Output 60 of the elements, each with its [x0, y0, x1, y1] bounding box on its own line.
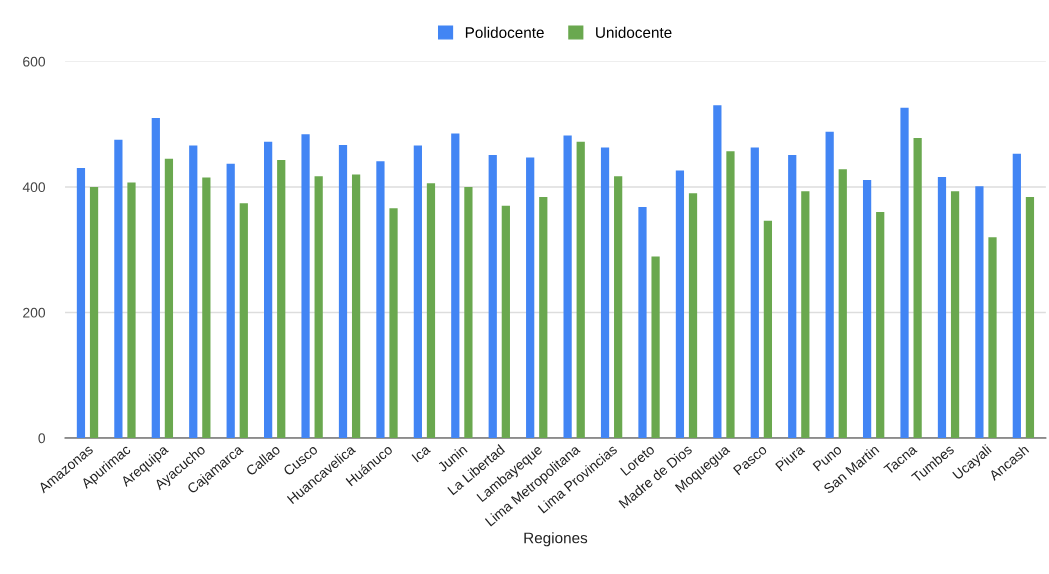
- bar: [638, 207, 647, 438]
- bar: [937, 176, 947, 438]
- bar: [651, 256, 660, 438]
- bar: [862, 180, 872, 438]
- bar: [726, 151, 735, 438]
- bar: [189, 145, 198, 438]
- bar: [750, 147, 759, 438]
- bar: [526, 157, 535, 438]
- bar: [988, 237, 997, 438]
- bar: [501, 205, 510, 438]
- y-tick-label: 400: [22, 182, 46, 193]
- bar: [913, 137, 922, 438]
- bar: [539, 196, 548, 438]
- bar: [114, 139, 123, 438]
- bar: [563, 135, 572, 438]
- bar: [76, 168, 86, 438]
- y-tick-label: 600: [23, 56, 46, 67]
- bar: [1012, 153, 1021, 438]
- bar: [838, 169, 847, 438]
- bar: [389, 208, 398, 438]
- bar: [127, 182, 136, 438]
- bar: [900, 107, 909, 438]
- y-tick-label: 200: [23, 307, 46, 318]
- bar: [825, 131, 834, 438]
- bar: [413, 145, 422, 438]
- bar: [351, 174, 361, 438]
- bar: [226, 163, 235, 438]
- bar: [264, 141, 273, 438]
- bar: [151, 117, 160, 438]
- bar: [614, 176, 623, 438]
- bar: [1025, 196, 1035, 438]
- bar: [314, 176, 323, 438]
- bar: [426, 183, 436, 438]
- bar: [89, 186, 99, 438]
- x-axis-title: Regiones: [524, 532, 588, 547]
- bar: [464, 186, 473, 438]
- legend-label: Polidocente: [465, 26, 544, 38]
- legend-label: Unidocente: [596, 26, 672, 38]
- bar: [975, 186, 984, 438]
- bar: [301, 134, 310, 438]
- bar: [451, 133, 460, 438]
- bar: [713, 105, 722, 438]
- bar: [277, 159, 286, 438]
- bar: [600, 147, 610, 438]
- bar: [788, 154, 797, 438]
- bar: [675, 170, 685, 438]
- bar: [488, 154, 497, 438]
- bar: [801, 191, 810, 438]
- x-tick-label: Ica: [411, 443, 431, 463]
- bar: [950, 191, 960, 438]
- bar: [376, 161, 385, 438]
- bar: [688, 193, 698, 438]
- bar: [338, 144, 348, 438]
- bar: [876, 212, 885, 438]
- bar: [576, 141, 585, 438]
- bar: [202, 177, 211, 438]
- y-tick-label: 0: [38, 433, 46, 444]
- bar: [164, 158, 174, 438]
- bar: [763, 220, 773, 438]
- bar: [239, 203, 248, 438]
